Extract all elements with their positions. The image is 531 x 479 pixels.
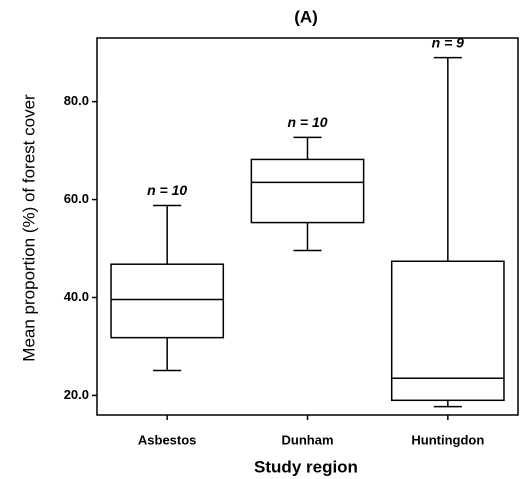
y-tick-label: 80.0 bbox=[64, 93, 89, 108]
y-tick-label: 20.0 bbox=[64, 387, 89, 402]
y-tick-label: 60.0 bbox=[64, 191, 89, 206]
x-axis-label: Study region bbox=[254, 457, 358, 476]
annotation: n = 10 bbox=[287, 114, 327, 130]
annotation: n = 10 bbox=[147, 182, 187, 198]
chart-title: (A) bbox=[294, 7, 318, 26]
y-tick-label: 40.0 bbox=[64, 289, 89, 304]
x-tick-label: Dunham bbox=[282, 432, 334, 447]
box bbox=[110, 263, 225, 339]
x-tick-label: Huntingdon bbox=[411, 432, 484, 447]
y-axis-label: Mean proportion (%) of forest cover bbox=[19, 94, 38, 362]
box bbox=[250, 158, 365, 224]
box bbox=[390, 260, 505, 402]
x-tick-label: Asbestos bbox=[138, 432, 197, 447]
annotation: n = 9 bbox=[432, 34, 465, 50]
